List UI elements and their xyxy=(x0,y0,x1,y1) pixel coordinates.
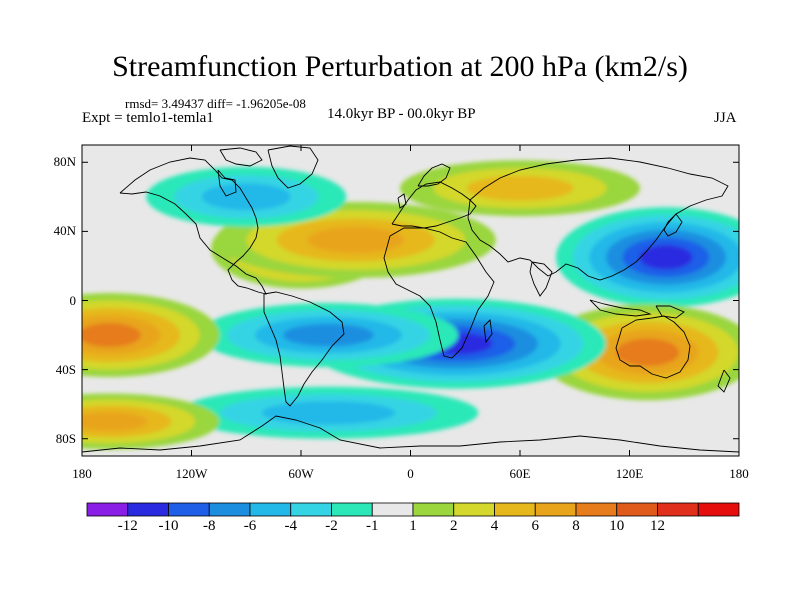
colorbar-swatch-9 xyxy=(453,502,495,517)
field-contour-5-4 xyxy=(616,338,680,367)
field-contour-9-2 xyxy=(261,401,396,425)
y-tick-label: 40N xyxy=(53,223,76,239)
coast-scandinavia xyxy=(417,163,451,187)
field-contour-2-2 xyxy=(201,183,291,211)
colorbar-swatch-12 xyxy=(575,502,618,517)
field-contour-7-3 xyxy=(283,323,374,347)
x-tick-label: 60W xyxy=(288,466,314,481)
field-contour-10-3 xyxy=(82,411,148,432)
y-tick-label: 40S xyxy=(55,361,76,377)
coast-japan xyxy=(663,213,683,237)
field-contour-4-2 xyxy=(466,175,574,201)
colorbar-label: 10 xyxy=(609,518,625,534)
stats-text: rmsd= 3.49437 diff= -1.96205e-08 xyxy=(125,96,306,111)
colorbar-swatch-13 xyxy=(616,502,658,517)
coast-asia xyxy=(467,157,729,281)
colorbar-label: -4 xyxy=(284,518,298,534)
coast-australia xyxy=(615,315,691,379)
colorbar-swatch-7 xyxy=(371,502,414,517)
coast-antarctica xyxy=(82,415,739,453)
coast-new-guinea xyxy=(655,305,685,319)
x-tick-label: 0 xyxy=(407,466,414,481)
colorbar-label: -8 xyxy=(203,518,216,534)
coast-madagascar xyxy=(483,319,493,344)
colorbar-swatch-2 xyxy=(168,502,210,517)
colorbar-swatch-15 xyxy=(697,502,740,517)
x-tick-label: 120E xyxy=(615,466,644,481)
coast-hudson-bay xyxy=(217,169,237,197)
colorbar-swatch-6 xyxy=(331,502,373,517)
colorbar xyxy=(86,502,740,517)
colorbar-label: 2 xyxy=(450,518,458,534)
colorbar-label: 8 xyxy=(572,518,580,534)
colorbar-label: 1 xyxy=(409,518,417,534)
x-tick-label: 120W xyxy=(175,466,208,481)
colorbar-swatch-10 xyxy=(494,502,536,517)
coast-africa xyxy=(383,227,495,359)
coastlines xyxy=(82,145,739,453)
coast-arctic-islands xyxy=(219,147,263,167)
season-label: JJA xyxy=(714,110,737,126)
colorbar-swatch-5 xyxy=(290,502,332,517)
colorbar-label: 12 xyxy=(650,518,665,534)
colorbar-swatch-1 xyxy=(127,502,169,517)
x-tick-label: 60E xyxy=(509,466,531,481)
coast-new-zealand xyxy=(717,369,731,393)
coast-india xyxy=(529,261,553,297)
y-tick-label: 0 xyxy=(69,292,77,308)
experiment-label: Expt = temlo1-temla1 xyxy=(82,110,214,126)
axis-ticks xyxy=(81,145,740,456)
y-tick-label: 80S xyxy=(55,430,76,446)
field-contour-3-5 xyxy=(639,245,693,270)
colorbar-label: -12 xyxy=(117,518,138,534)
x-tick-label: 180 xyxy=(72,466,92,481)
colorbar-label: -1 xyxy=(366,518,379,534)
colorbar-label: 6 xyxy=(531,518,540,534)
colorbar-label: -2 xyxy=(325,518,338,534)
colorbar-swatch-11 xyxy=(534,502,577,517)
field-contour-8-4 xyxy=(82,323,141,348)
colorbar-swatch-4 xyxy=(249,502,292,517)
coast-north-america xyxy=(119,157,267,295)
chart-title: Streamfunction Perturbation at 200 hPa (… xyxy=(112,50,688,83)
coast-greenland xyxy=(267,145,319,189)
field-contour-1-3 xyxy=(307,226,405,254)
coast-indonesia xyxy=(589,299,652,317)
colorbar-label: 4 xyxy=(490,518,499,534)
coast-south-america xyxy=(263,291,345,407)
x-tick-label: 180 xyxy=(729,466,749,481)
colorbar-swatch-0 xyxy=(86,502,129,517)
coast-uk xyxy=(397,193,407,209)
y-tick-label: 80N xyxy=(53,154,76,170)
colorbar-swatch-14 xyxy=(657,502,699,517)
colorbar-swatch-8 xyxy=(412,502,455,517)
colorbar-label: -10 xyxy=(158,518,179,534)
streamfunction-field xyxy=(82,160,739,450)
colorbar-label: -6 xyxy=(243,518,257,534)
map-area xyxy=(82,145,739,456)
period-label: 14.0kyr BP - 00.0kyr BP xyxy=(327,106,476,122)
colorbar-swatch-3 xyxy=(208,502,251,517)
